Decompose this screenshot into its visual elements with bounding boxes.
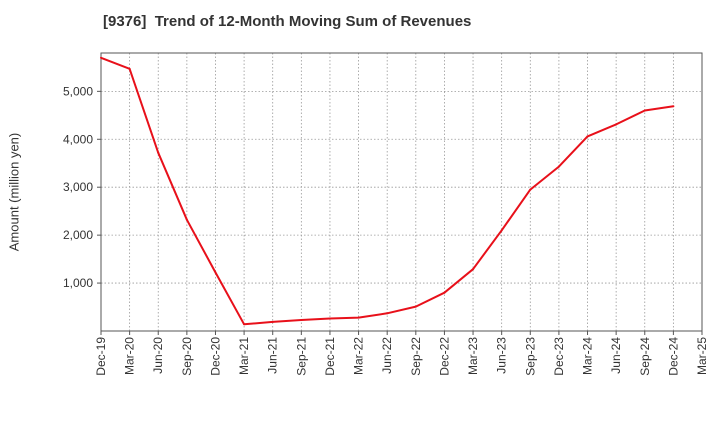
data-point bbox=[615, 123, 618, 126]
data-point bbox=[328, 317, 331, 320]
x-tick-label: Jun-20 bbox=[151, 337, 165, 374]
data-point bbox=[557, 165, 560, 168]
x-tick-label: Sep-23 bbox=[523, 337, 537, 376]
chart-title: [9376] Trend of 12-Month Moving Sum of R… bbox=[103, 13, 472, 30]
x-tick-label: Mar-20 bbox=[123, 337, 137, 375]
data-point bbox=[300, 318, 303, 321]
x-tick-label: Sep-21 bbox=[294, 337, 308, 376]
data-point bbox=[185, 218, 188, 221]
x-tick-label: Mar-21 bbox=[237, 337, 251, 375]
data-point bbox=[643, 109, 646, 112]
x-tick-label: Dec-21 bbox=[323, 337, 337, 376]
x-tick-label: Dec-24 bbox=[666, 337, 680, 376]
x-tick-label: Sep-24 bbox=[638, 337, 652, 376]
x-tick-label: Jun-23 bbox=[495, 337, 509, 374]
x-tick-label: Mar-22 bbox=[352, 337, 366, 375]
data-point bbox=[214, 271, 217, 274]
data-point bbox=[357, 316, 360, 319]
x-tick-label: Mar-23 bbox=[466, 337, 480, 375]
x-tick-label: Jun-21 bbox=[266, 337, 280, 374]
data-point bbox=[472, 268, 475, 271]
y-tick-label: 5,000 bbox=[63, 84, 93, 98]
data-point bbox=[586, 135, 589, 138]
data-point bbox=[529, 188, 532, 191]
data-point bbox=[443, 291, 446, 294]
data-point bbox=[157, 151, 160, 154]
x-tick-label: Jun-24 bbox=[609, 337, 623, 374]
x-tick-label: Sep-20 bbox=[180, 337, 194, 376]
x-tick-label: Dec-23 bbox=[552, 337, 566, 376]
x-tick-label: Mar-24 bbox=[581, 337, 595, 375]
plot-frame bbox=[100, 52, 703, 332]
x-tick-label: Dec-20 bbox=[208, 337, 222, 376]
x-tick-label: Jun-22 bbox=[380, 337, 394, 374]
y-tick-label: 2,000 bbox=[63, 228, 93, 242]
x-tick-label: Dec-22 bbox=[437, 337, 451, 376]
x-tick-label: Mar-25 bbox=[695, 337, 709, 375]
data-point bbox=[500, 229, 503, 232]
data-point bbox=[271, 320, 274, 323]
x-tick-label: Sep-22 bbox=[409, 337, 423, 376]
data-point bbox=[100, 56, 102, 59]
y-tick-label: 3,000 bbox=[63, 180, 93, 194]
y-tick-label: 1,000 bbox=[63, 276, 93, 290]
y-tick-label: 4,000 bbox=[63, 132, 93, 146]
data-point bbox=[414, 305, 417, 308]
x-tick-label: Dec-19 bbox=[94, 337, 108, 376]
data-point bbox=[128, 67, 131, 70]
data-point bbox=[243, 323, 246, 326]
data-point bbox=[386, 312, 389, 315]
data-point bbox=[672, 105, 675, 108]
